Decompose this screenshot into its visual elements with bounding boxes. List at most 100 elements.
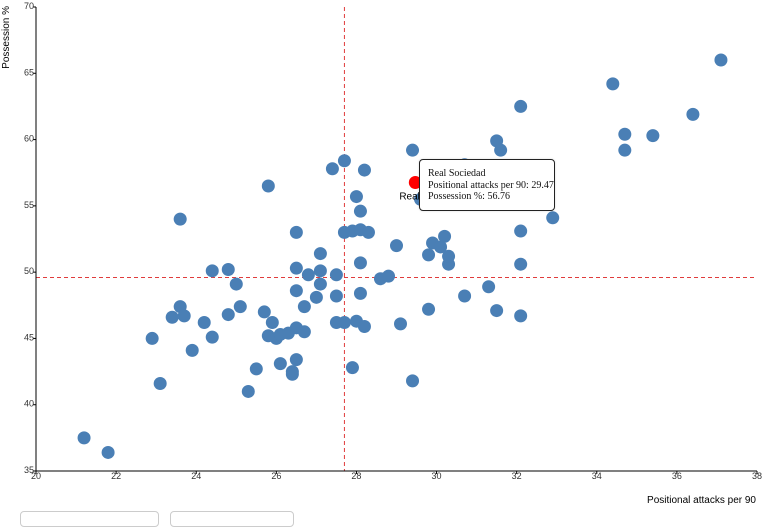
data-point[interactable] [289, 261, 303, 275]
data-point[interactable] [241, 384, 255, 398]
data-point[interactable] [313, 277, 327, 291]
data-point[interactable] [714, 53, 728, 67]
data-point[interactable] [546, 211, 560, 225]
data-point[interactable] [177, 309, 191, 323]
x-tick-label: 26 [271, 471, 281, 481]
reference-lines [36, 7, 757, 471]
highlighted-data-point[interactable] [408, 176, 422, 190]
data-point[interactable] [345, 361, 359, 375]
data-point[interactable] [249, 362, 263, 376]
data-point[interactable] [618, 127, 632, 141]
x-tick-label: 34 [592, 471, 602, 481]
data-point[interactable] [205, 330, 219, 344]
data-point[interactable] [353, 204, 367, 218]
data-point[interactable] [165, 310, 179, 324]
data-point[interactable] [329, 268, 343, 282]
data-point[interactable] [301, 268, 315, 282]
data-point[interactable] [357, 319, 371, 333]
data-point[interactable] [221, 262, 235, 276]
data-point[interactable] [353, 286, 367, 300]
x-tick-label: 30 [432, 471, 442, 481]
axes [35, 7, 757, 472]
control-button-left[interactable] [20, 511, 159, 527]
data-point[interactable] [297, 325, 311, 339]
data-point[interactable] [494, 143, 508, 157]
data-point[interactable] [257, 305, 271, 319]
data-point[interactable] [185, 343, 199, 357]
data-point[interactable] [514, 257, 528, 271]
data-point[interactable] [490, 304, 504, 318]
data-point[interactable] [145, 331, 159, 345]
x-tick-label: 36 [672, 471, 682, 481]
data-point[interactable] [686, 107, 700, 121]
data-point[interactable] [233, 300, 247, 314]
x-tick-label: 24 [191, 471, 201, 481]
control-button-right[interactable] [170, 511, 294, 527]
y-tick-label: 50 [24, 266, 34, 276]
y-axis-title: Possession % [1, 6, 12, 69]
data-point[interactable] [434, 240, 448, 254]
data-point[interactable] [458, 289, 472, 303]
data-point[interactable] [77, 431, 91, 445]
tooltip-title: Real Sociedad [428, 168, 486, 179]
data-point[interactable] [265, 316, 279, 330]
x-tick-label: 28 [351, 471, 361, 481]
data-point[interactable] [313, 247, 327, 261]
x-tick-label: 20 [31, 471, 41, 481]
data-point[interactable] [289, 284, 303, 298]
data-point[interactable] [273, 357, 287, 371]
x-tick-label: 38 [752, 471, 762, 481]
data-point[interactable] [313, 264, 327, 278]
data-point[interactable] [153, 377, 167, 391]
data-point[interactable] [101, 445, 115, 459]
data-point[interactable] [197, 316, 211, 330]
data-point[interactable] [289, 225, 303, 239]
data-point[interactable] [514, 224, 528, 238]
data-point[interactable] [618, 143, 632, 157]
tick-labels: 20 22 24 26 28 30 32 34 36 38 35 40 45 50 55 60 65 70 [24, 1, 762, 481]
data-point[interactable] [325, 162, 339, 176]
data-point[interactable] [422, 302, 436, 316]
data-point[interactable] [381, 269, 395, 283]
data-point[interactable] [514, 99, 528, 113]
y-tick-label: 60 [24, 134, 34, 144]
y-tick-label: 35 [24, 465, 34, 475]
data-point[interactable] [406, 374, 420, 388]
data-point[interactable] [482, 280, 496, 294]
data-point[interactable] [173, 212, 187, 226]
data-point[interactable] [606, 77, 620, 91]
data-point[interactable] [285, 367, 299, 381]
y-tick-label: 45 [24, 332, 34, 342]
y-tick-label: 55 [24, 200, 34, 210]
data-point[interactable] [438, 229, 452, 243]
data-point[interactable] [353, 256, 367, 270]
data-point[interactable] [205, 264, 219, 278]
data-point[interactable] [361, 225, 375, 239]
data-point[interactable] [309, 290, 323, 304]
y-tick-label: 40 [24, 399, 34, 409]
y-tick-label: 65 [24, 67, 34, 77]
data-point[interactable] [349, 190, 363, 204]
data-point[interactable] [390, 239, 403, 253]
tooltip-x-value: Positional attacks per 90: 29.47 [428, 179, 554, 191]
data-point[interactable] [394, 317, 408, 331]
point-tooltip: Real Sociedad Positional attacks per 90:… [419, 159, 555, 211]
highlighted-point-label: Real [399, 192, 420, 203]
data-point[interactable] [261, 179, 275, 193]
data-point[interactable] [406, 143, 420, 157]
data-point[interactable] [337, 316, 351, 330]
data-point[interactable] [357, 163, 371, 177]
data-point[interactable] [337, 154, 351, 168]
data-point[interactable] [289, 353, 303, 367]
data-point[interactable] [646, 129, 660, 143]
data-point[interactable] [329, 289, 343, 303]
data-point[interactable] [229, 277, 243, 291]
data-point[interactable] [297, 300, 311, 314]
data-point[interactable] [442, 249, 456, 263]
data-point[interactable] [422, 248, 436, 262]
data-point[interactable] [514, 309, 528, 323]
x-tick-label: 22 [111, 471, 121, 481]
y-tick-label: 70 [24, 1, 34, 11]
data-points: Real [77, 53, 728, 459]
data-point[interactable] [221, 308, 235, 322]
